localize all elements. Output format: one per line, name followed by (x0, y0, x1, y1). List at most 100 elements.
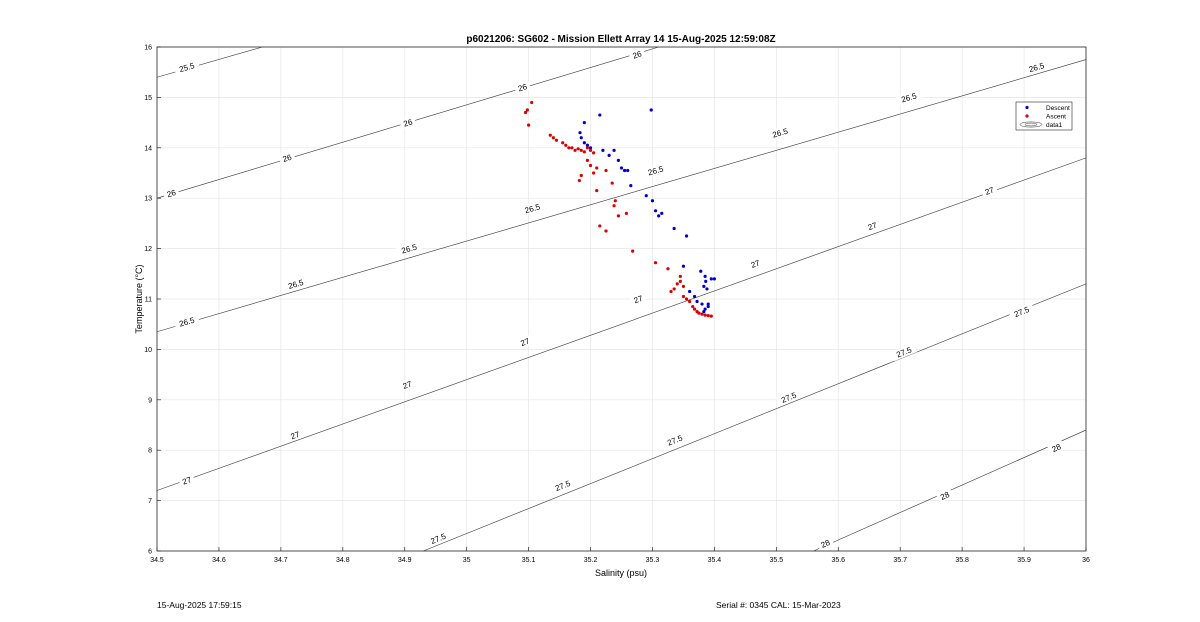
y-tick-label: 16 (144, 45, 152, 52)
ascent-point (678, 274, 682, 278)
y-tick-label: 13 (144, 196, 152, 203)
ascent-point (666, 267, 670, 271)
legend-contour-icon-inner (1024, 122, 1038, 127)
descent-point (616, 158, 621, 162)
y-tick-label: 6 (148, 549, 152, 556)
y-axis-label: Temperature (°C) (134, 264, 144, 333)
contour-label: 27 (181, 475, 193, 487)
contour-label: 27 (867, 220, 879, 232)
x-tick-label: 35.5 (770, 557, 784, 564)
contour-label: 26.5 (178, 315, 196, 328)
contour-label-bg (746, 256, 765, 271)
descent-point (699, 269, 703, 273)
descent-point (660, 211, 664, 215)
ascent-point (592, 171, 596, 175)
ascent-point (582, 150, 586, 154)
contour-label-bg (775, 388, 802, 407)
x-tick-label: 35.9 (1017, 557, 1031, 564)
x-tick-label: 34.5 (150, 557, 164, 564)
descent-point (653, 209, 658, 213)
ascent-point (691, 304, 695, 309)
contour-label-bg (895, 89, 922, 106)
footer-serial-calibration: Serial #: 0345 CAL: 15-Mar-2023 (716, 600, 841, 610)
ascent-point (551, 136, 555, 140)
contour-label: 27 (290, 430, 302, 442)
legend-ascent-label: Ascent (1046, 114, 1066, 121)
ascent-point (631, 249, 635, 253)
chart-title: p6021206: SG602 - Mission Ellett Array 1… (466, 34, 775, 45)
ascent-point (525, 108, 529, 112)
descent-point (705, 287, 709, 291)
ascent-point (688, 299, 692, 304)
descent-point (582, 121, 586, 125)
ascent-point (592, 151, 596, 155)
ascent-point (530, 100, 534, 105)
contour-label-bg (935, 487, 954, 504)
ascent-point (577, 178, 581, 183)
ascent-point (653, 261, 658, 265)
ascent-point (700, 312, 704, 316)
ascent-point (681, 284, 686, 288)
contour-label-bg (1008, 302, 1035, 321)
ascent-point (612, 204, 616, 208)
ascent-point (579, 173, 583, 178)
ascent-point (672, 287, 676, 291)
descent-point (619, 166, 624, 170)
legend-contour-icon (1019, 121, 1043, 128)
ascent-point (684, 297, 689, 301)
contour-label-bg (890, 342, 918, 362)
x-axis-label: Salinity (psu) (595, 568, 647, 578)
descent-point (709, 277, 713, 281)
descent-point (706, 304, 710, 309)
ascent-point (681, 294, 686, 299)
ascent-point (579, 148, 583, 152)
y-tick-label: 9 (148, 397, 152, 404)
x-tick-label: 36 (1082, 557, 1090, 564)
ascent-point (604, 168, 608, 173)
contour-label: 28 (1051, 442, 1063, 454)
legend-descent-label: Descent (1046, 105, 1070, 112)
contour-line (156, 46, 263, 78)
descent-point (692, 294, 697, 299)
y-tick-label: 15 (144, 95, 152, 102)
x-tick-label: 35.1 (522, 557, 536, 564)
ascent-point (610, 181, 614, 185)
y-tick-label: 11 (145, 297, 152, 304)
descent-point (695, 299, 699, 304)
grid (156, 46, 1087, 552)
contour-label-bg (863, 218, 882, 234)
y-tick-label: 12 (144, 246, 152, 253)
ascent-point (585, 146, 590, 150)
contour-label-bg (399, 115, 417, 130)
ascent-point (595, 189, 599, 193)
descent-point (579, 136, 583, 140)
ascent-point (624, 211, 629, 215)
legend-descent-marker (1025, 105, 1029, 110)
contour-label-bg (282, 275, 309, 293)
descent-point (607, 153, 611, 157)
ascent-point (588, 163, 593, 168)
contour-label: 26.5 (1028, 61, 1046, 74)
descent-point (703, 307, 707, 311)
contour-line (423, 283, 1087, 552)
ascent-point (669, 289, 673, 294)
contour-label-bg (173, 313, 200, 330)
descent-point (626, 168, 630, 173)
contour-label: 26.5 (287, 278, 305, 291)
x-tick-label: 34.9 (398, 557, 412, 564)
contour-label-bg (395, 240, 423, 257)
contour-label: 26 (282, 153, 294, 164)
ascent-point (554, 138, 559, 142)
contour-label-bg (661, 430, 688, 450)
ascent-point (567, 146, 571, 150)
ascent-point (678, 279, 682, 283)
contour-label: 26 (517, 82, 529, 93)
contour-label: 26.5 (771, 126, 789, 139)
ascent-point (527, 123, 531, 127)
contour-label: 28 (939, 490, 951, 502)
contour-label-bg (286, 427, 304, 443)
ascent-point (697, 311, 701, 315)
descent-point (622, 168, 627, 173)
contour-line (156, 59, 1087, 333)
descent-point (712, 277, 717, 281)
